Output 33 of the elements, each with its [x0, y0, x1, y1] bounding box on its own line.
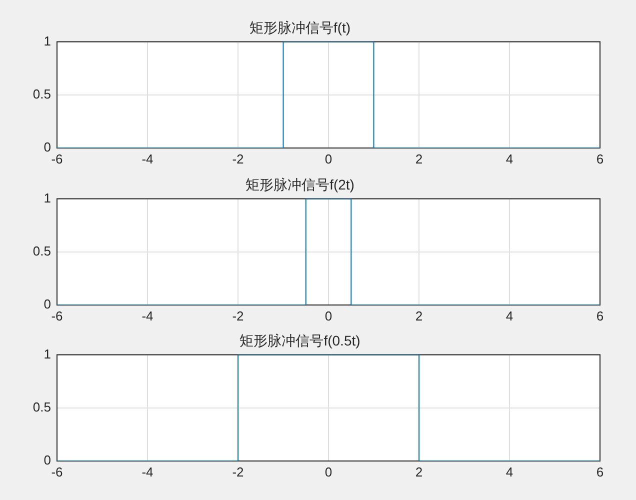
x-tick-label: -2 — [232, 464, 244, 480]
x-tick-label: -6 — [51, 464, 63, 480]
x-tick-label: -6 — [51, 308, 63, 324]
x-tick-label: 0 — [324, 464, 332, 480]
x-tick-label: 6 — [596, 464, 604, 480]
y-tick-label: 0 — [44, 140, 51, 155]
y-tick-label: 0.5 — [32, 86, 51, 102]
y-tick-label: 0.5 — [32, 243, 51, 258]
x-tick-label: 2 — [415, 151, 423, 166]
y-tick-label: 1 — [44, 190, 51, 206]
x-tick-label: -4 — [142, 464, 154, 480]
x-tick-label: 0 — [324, 151, 332, 166]
chart-title: 矩形脉冲信号f(0.5t) — [240, 332, 360, 348]
x-tick-label: 0 — [324, 308, 332, 324]
x-tick-label: -4 — [142, 151, 154, 166]
x-tick-label: 4 — [506, 151, 514, 166]
y-tick-label: 1 — [44, 346, 51, 362]
y-tick-label: 0 — [44, 452, 51, 468]
x-tick-label: 6 — [596, 308, 604, 324]
x-tick-label: 4 — [506, 464, 514, 480]
x-tick-label: -2 — [232, 308, 244, 324]
y-tick-label: 0.5 — [32, 399, 51, 414]
x-tick-label: -4 — [142, 308, 154, 324]
y-tick-label: 0 — [44, 296, 51, 312]
x-tick-label: 6 — [596, 151, 604, 166]
x-tick-label: 4 — [506, 308, 514, 324]
x-tick-label: -6 — [51, 151, 63, 166]
x-tick-label: 2 — [415, 308, 423, 324]
y-tick-label: 1 — [44, 33, 51, 48]
x-tick-label: -2 — [232, 151, 244, 166]
x-tick-label: 2 — [415, 464, 423, 480]
chart-title: 矩形脉冲信号f(t) — [249, 19, 351, 36]
chart-title: 矩形脉冲信号f(2t) — [246, 176, 354, 192]
